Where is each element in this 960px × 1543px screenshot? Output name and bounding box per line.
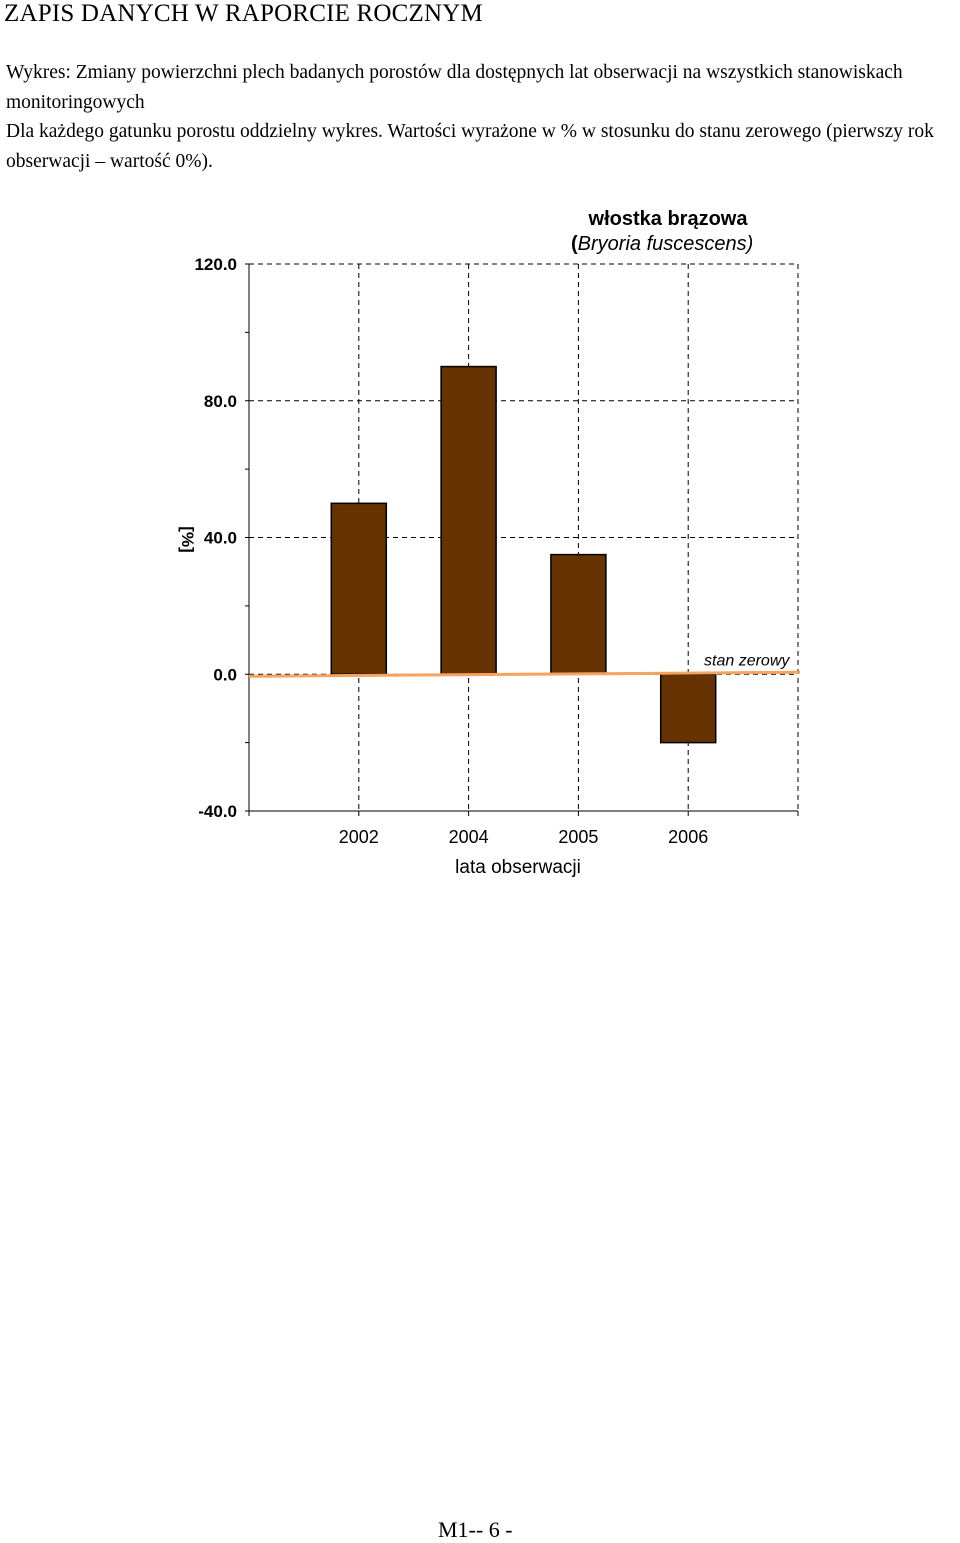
chart-svg: 120.0 80.0 40.0 0.0 -40.0 2002 2004 2005 2006 s… xyxy=(178,208,801,878)
y-tick-label: 0.0 xyxy=(213,665,237,684)
chart-subtitle-paren: ( xyxy=(571,233,578,255)
chart-subtitle-species: Bryoria fuscescens) xyxy=(578,233,754,255)
chart-title: włostka brązowa xyxy=(588,208,749,230)
y-tick-label: 80.0 xyxy=(204,392,237,411)
page-number: M1-- 6 - xyxy=(438,1517,513,1542)
description-line-2: Dla każdego gatunku porostu oddzielny wy… xyxy=(6,121,934,172)
bar xyxy=(550,553,607,675)
y-tick-label: 120.0 xyxy=(194,255,237,274)
chart-bars xyxy=(330,365,717,744)
x-tick-label: 2002 xyxy=(339,827,379,847)
bar xyxy=(440,365,497,675)
y-tick-label: 40.0 xyxy=(204,529,237,548)
y-axis-label: [%] xyxy=(178,526,197,552)
baseline-label: stan zerowy xyxy=(704,652,790,669)
description-line-1: Wykres: Zmiany powierzchni plech badanyc… xyxy=(6,62,903,113)
x-axis-ticks: 2002 2004 2005 2006 xyxy=(339,827,708,847)
bar xyxy=(330,502,388,675)
x-axis-label: lata obserwacji xyxy=(455,857,581,878)
chart-subtitle: (Bryoria fuscescens) xyxy=(571,233,753,255)
chart-description: Wykres: Zmiany powierzchni plech badanyc… xyxy=(6,58,960,176)
y-tick-label: -40.0 xyxy=(198,802,237,821)
y-axis-ticks: 120.0 80.0 40.0 0.0 -40.0 xyxy=(194,255,237,821)
x-tick-label: 2005 xyxy=(558,827,598,847)
document-heading: ZAPIS DANYCH W RAPORCIE ROCZNYM xyxy=(4,0,483,27)
bar xyxy=(659,673,717,744)
bar-chart: 120.0 80.0 40.0 0.0 -40.0 2002 2004 2005 2006 s… xyxy=(160,195,820,885)
zero-baseline xyxy=(248,670,801,678)
x-tick-label: 2004 xyxy=(449,827,489,847)
x-tick-label: 2006 xyxy=(668,827,708,847)
